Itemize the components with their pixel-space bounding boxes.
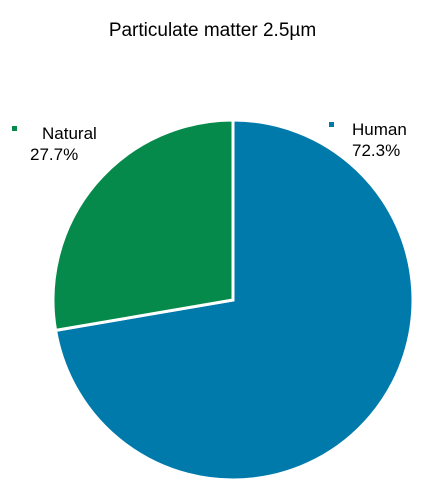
slice-label-human: Human 72.3% bbox=[329, 119, 422, 161]
slice-value-natural: 27.7% bbox=[30, 145, 79, 164]
legend-marker-natural bbox=[12, 126, 17, 131]
chart-title: Particulate matter 2.5µm bbox=[108, 20, 317, 41]
slice-name-human: Human bbox=[352, 120, 407, 139]
legend-marker-human bbox=[329, 122, 334, 127]
pie-slice-natural bbox=[51, 118, 235, 333]
slice-value-human: 72.3% bbox=[352, 141, 401, 160]
slice-label-natural: Natural 27.7% bbox=[12, 123, 120, 165]
slice-name-natural: Natural bbox=[42, 124, 97, 143]
